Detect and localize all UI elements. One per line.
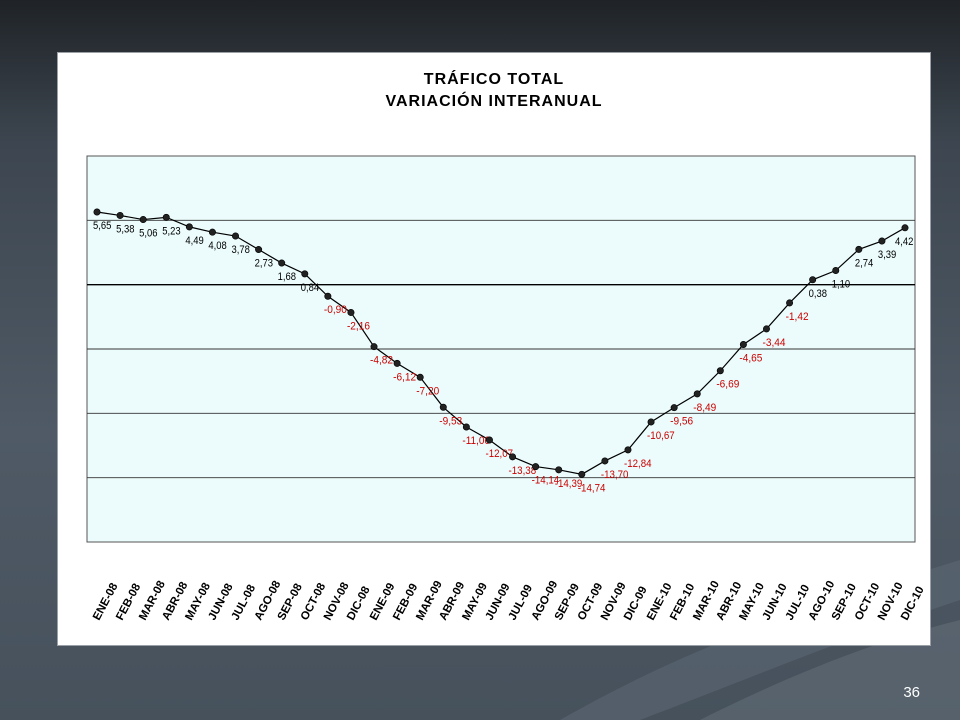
data-label: -12,84 <box>624 458 652 470</box>
data-label: 3,78 <box>232 244 250 256</box>
data-point <box>693 390 701 398</box>
data-label: -6,69 <box>716 379 739 391</box>
data-label: -12,07 <box>485 448 513 460</box>
data-label: 0,38 <box>809 288 827 300</box>
data-point <box>532 463 540 471</box>
data-label: 5,06 <box>139 228 157 240</box>
data-point <box>439 403 447 411</box>
data-point <box>485 436 493 444</box>
data-label: -3,44 <box>762 337 785 349</box>
data-point <box>762 325 770 333</box>
data-point <box>255 246 263 254</box>
data-point <box>716 367 724 375</box>
data-point <box>786 299 794 307</box>
data-point <box>370 343 378 351</box>
data-point <box>578 470 586 478</box>
data-point <box>670 404 678 412</box>
data-label: 5,65 <box>93 220 111 232</box>
data-point <box>162 213 170 221</box>
data-point <box>208 228 216 236</box>
data-point <box>278 259 286 267</box>
series-line <box>96 211 906 475</box>
page-number: 36 <box>903 684 920 701</box>
data-point <box>93 208 101 216</box>
data-label: 5,23 <box>162 225 180 237</box>
data-point <box>139 216 147 224</box>
data-label: 4,08 <box>208 240 226 252</box>
chart-panel: TRÁFICO TOTAL VARIACIÓN INTERANUAL 5,65 5… <box>57 52 931 646</box>
data-point <box>555 466 563 474</box>
data-point <box>116 211 124 219</box>
data-label: -7,20 <box>416 385 439 397</box>
data-label: -4,65 <box>739 352 762 364</box>
data-point <box>509 453 517 461</box>
data-label: 0,84 <box>301 282 319 294</box>
data-label: 4,49 <box>185 235 203 247</box>
data-point <box>324 292 332 300</box>
data-label: 1,68 <box>278 271 296 283</box>
data-point <box>878 237 886 245</box>
data-label: -0,90 <box>324 304 347 316</box>
data-label: -13,38 <box>509 465 537 477</box>
data-label: -14,14 <box>532 475 560 487</box>
chart-subtitle: VARIACIÓN INTERANUAL <box>385 93 603 110</box>
data-point <box>393 359 401 367</box>
chart-title: TRÁFICO TOTAL <box>423 71 565 88</box>
data-label: 4,42 <box>895 236 913 248</box>
data-label: -8,49 <box>693 402 716 414</box>
data-point <box>809 276 817 284</box>
data-point <box>901 224 909 232</box>
data-point <box>832 267 840 275</box>
data-label: -11,06 <box>462 435 490 447</box>
data-point <box>347 308 355 316</box>
data-label: 2,74 <box>855 257 873 269</box>
data-label: -14,74 <box>578 482 606 494</box>
data-label: 3,39 <box>878 249 896 261</box>
data-point <box>739 340 747 348</box>
data-label: 5,38 <box>116 223 134 235</box>
line-chart: 5,65 5,38 5,06 5,23 4,49 4,08 3,78 2,73 1,68 0,84… <box>86 155 927 622</box>
data-point <box>301 270 309 278</box>
data-point <box>232 232 240 240</box>
data-point <box>462 423 470 431</box>
data-label: -9,53 <box>439 415 462 427</box>
data-label: -10,67 <box>647 430 675 442</box>
data-point <box>647 418 655 426</box>
data-label: 1,10 <box>832 279 850 291</box>
data-point <box>601 457 609 465</box>
chart-title-block: TRÁFICO TOTAL VARIACIÓN INTERANUAL <box>58 69 930 113</box>
data-label: -9,56 <box>670 416 693 428</box>
data-label: -2,16 <box>347 320 370 332</box>
data-point <box>416 373 424 381</box>
data-point <box>185 223 193 231</box>
data-label: -13,70 <box>601 469 629 481</box>
data-label: -1,42 <box>786 311 809 323</box>
data-label: -6,12 <box>393 371 416 383</box>
data-point <box>624 446 632 454</box>
data-label: -4,82 <box>370 355 393 367</box>
data-label: -14,39 <box>555 478 583 490</box>
data-point <box>855 245 863 253</box>
data-label: 2,73 <box>255 258 273 270</box>
